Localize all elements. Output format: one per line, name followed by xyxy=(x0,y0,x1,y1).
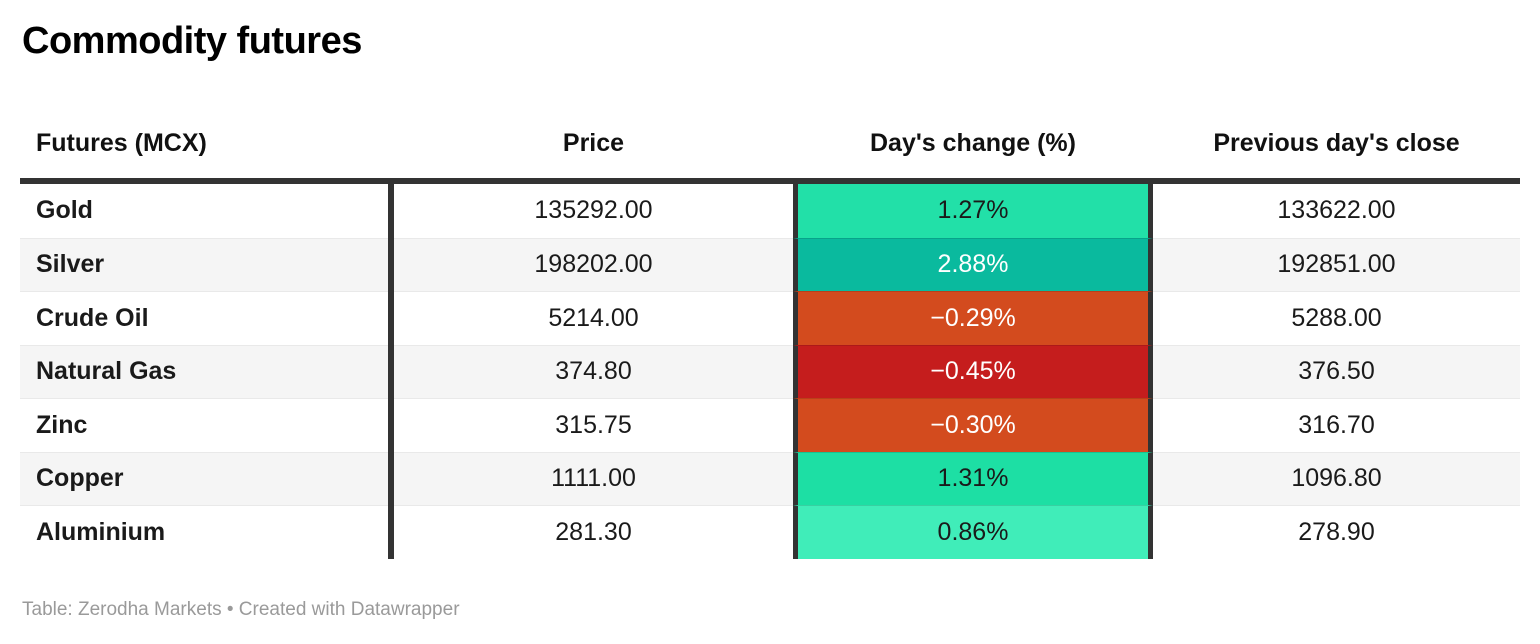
futures-name-cell: Copper xyxy=(20,451,388,505)
attribution-text: Table: Zerodha Markets • Created with Da… xyxy=(22,599,460,620)
prev-close-cell: 316.70 xyxy=(1153,398,1520,452)
futures-name-cell: Zinc xyxy=(20,398,388,452)
column-separator xyxy=(388,344,394,398)
table-row: Copper 1111.00 1.31% 1096.80 xyxy=(20,451,1520,505)
day-change-cell: −0.29% xyxy=(793,291,1153,345)
price-cell: 135292.00 xyxy=(394,184,793,238)
futures-name-cell: Crude Oil xyxy=(20,291,388,345)
prev-close-cell: 133622.00 xyxy=(1153,184,1520,238)
day-change-cell: 1.27% xyxy=(793,184,1153,238)
price-cell: 5214.00 xyxy=(394,291,793,345)
table-header-row: Futures (MCX) Price Day's change (%) Pre… xyxy=(20,108,1520,184)
futures-name-cell: Silver xyxy=(20,237,388,291)
price-cell: 1111.00 xyxy=(394,451,793,505)
day-change-cell: −0.45% xyxy=(793,344,1153,398)
price-cell: 315.75 xyxy=(394,398,793,452)
page-title: Commodity futures xyxy=(22,20,362,62)
table-row: Aluminium 281.30 0.86% 278.90 xyxy=(20,505,1520,559)
day-change-cell: 1.31% xyxy=(793,451,1153,505)
column-header-price: Price xyxy=(562,128,625,157)
column-separator xyxy=(388,237,394,291)
column-header-futures: Futures (MCX) xyxy=(36,128,207,157)
day-change-cell: 0.86% xyxy=(793,505,1153,559)
day-change-cell: −0.30% xyxy=(793,398,1153,452)
prev-close-cell: 1096.80 xyxy=(1153,451,1520,505)
table-row: Crude Oil 5214.00 −0.29% 5288.00 xyxy=(20,291,1520,345)
table-body: Gold 135292.00 1.27% 133622.00 Silver 19… xyxy=(20,184,1520,559)
column-separator xyxy=(388,398,394,452)
prev-close-cell: 192851.00 xyxy=(1153,237,1520,291)
futures-name-cell: Aluminium xyxy=(20,505,388,559)
table-row: Zinc 315.75 −0.30% 316.70 xyxy=(20,398,1520,452)
column-separator xyxy=(388,451,394,505)
prev-close-cell: 5288.00 xyxy=(1153,291,1520,345)
day-change-cell: 2.88% xyxy=(793,237,1153,291)
prev-close-cell: 278.90 xyxy=(1153,505,1520,559)
prev-close-cell: 376.50 xyxy=(1153,344,1520,398)
column-header-day-change: Day's change (%) xyxy=(869,128,1076,157)
column-separator xyxy=(388,505,394,559)
futures-name-cell: Gold xyxy=(20,184,388,238)
table-row: Gold 135292.00 1.27% 133622.00 xyxy=(20,184,1520,238)
column-separator xyxy=(388,291,394,345)
price-cell: 281.30 xyxy=(394,505,793,559)
table-row: Silver 198202.00 2.88% 192851.00 xyxy=(20,237,1520,291)
price-cell: 374.80 xyxy=(394,344,793,398)
column-separator xyxy=(388,184,394,238)
price-cell: 198202.00 xyxy=(394,237,793,291)
table-row: Natural Gas 374.80 −0.45% 376.50 xyxy=(20,344,1520,398)
commodity-futures-table: Futures (MCX) Price Day's change (%) Pre… xyxy=(20,108,1520,559)
column-header-prev-close: Previous day's close xyxy=(1213,128,1460,157)
futures-name-cell: Natural Gas xyxy=(20,344,388,398)
